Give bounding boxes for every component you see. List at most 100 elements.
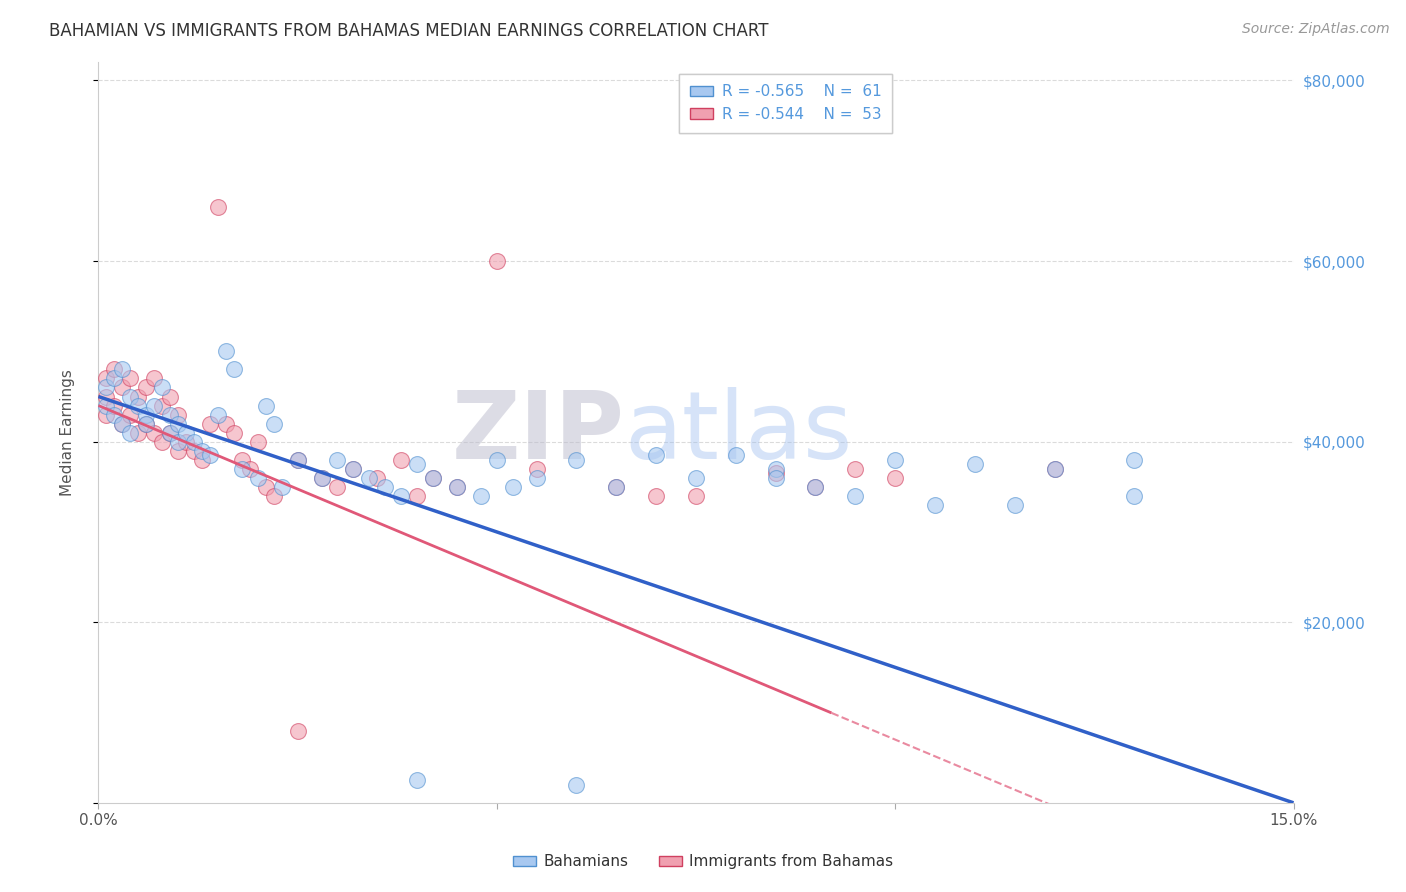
Point xyxy=(150,434,173,449)
Point xyxy=(120,425,142,440)
Point xyxy=(765,467,787,481)
Point xyxy=(167,443,190,458)
Legend: R = -0.565    N =  61, R = -0.544    N =  53: R = -0.565 N = 61, R = -0.544 N = 53 xyxy=(679,74,893,133)
Point xyxy=(183,443,205,458)
Point xyxy=(406,773,429,788)
Point xyxy=(159,408,181,422)
Point xyxy=(127,425,149,440)
Point xyxy=(287,452,309,467)
Point xyxy=(167,408,190,422)
Point xyxy=(406,489,429,503)
Point xyxy=(167,417,190,431)
Point xyxy=(111,362,134,376)
Point xyxy=(231,452,253,467)
Point xyxy=(287,723,309,738)
Point xyxy=(422,471,444,485)
Point xyxy=(470,489,492,503)
Point xyxy=(446,480,468,494)
Point xyxy=(565,778,588,792)
Point xyxy=(246,434,269,449)
Point xyxy=(685,471,707,485)
Point xyxy=(215,417,238,431)
Point xyxy=(215,344,238,359)
Point xyxy=(485,254,508,268)
Point xyxy=(502,480,524,494)
Point xyxy=(311,471,333,485)
Point xyxy=(135,417,157,431)
Point xyxy=(389,489,412,503)
Point xyxy=(645,489,668,503)
Point xyxy=(135,408,157,422)
Point xyxy=(342,461,364,475)
Point xyxy=(231,461,253,475)
Point xyxy=(111,417,134,431)
Point xyxy=(207,408,229,422)
Text: Source: ZipAtlas.com: Source: ZipAtlas.com xyxy=(1241,22,1389,37)
Text: BAHAMIAN VS IMMIGRANTS FROM BAHAMAS MEDIAN EARNINGS CORRELATION CHART: BAHAMIAN VS IMMIGRANTS FROM BAHAMAS MEDI… xyxy=(49,22,769,40)
Point xyxy=(246,471,269,485)
Point xyxy=(239,461,262,475)
Point xyxy=(222,425,245,440)
Point xyxy=(143,399,166,413)
Point xyxy=(924,498,946,512)
Point xyxy=(422,471,444,485)
Point xyxy=(844,489,866,503)
Point xyxy=(191,443,214,458)
Point xyxy=(963,457,986,471)
Point xyxy=(103,408,125,422)
Point xyxy=(804,480,827,494)
Point xyxy=(150,380,173,394)
Point xyxy=(143,425,166,440)
Point xyxy=(1123,452,1146,467)
Point xyxy=(174,434,197,449)
Point xyxy=(844,461,866,475)
Point xyxy=(406,457,429,471)
Point xyxy=(485,452,508,467)
Point xyxy=(526,461,548,475)
Point xyxy=(96,399,118,413)
Point xyxy=(254,480,277,494)
Point xyxy=(263,489,285,503)
Point xyxy=(724,448,747,462)
Point xyxy=(311,471,333,485)
Point xyxy=(207,200,229,214)
Point xyxy=(159,390,181,404)
Point xyxy=(111,380,134,394)
Point xyxy=(120,371,142,385)
Point xyxy=(174,425,197,440)
Point xyxy=(120,390,142,404)
Point xyxy=(159,425,181,440)
Point xyxy=(1043,461,1066,475)
Point xyxy=(765,461,787,475)
Point xyxy=(804,480,827,494)
Point xyxy=(183,434,205,449)
Point xyxy=(103,399,125,413)
Point xyxy=(167,434,190,449)
Text: atlas: atlas xyxy=(624,386,852,479)
Point xyxy=(159,425,181,440)
Point xyxy=(111,417,134,431)
Point xyxy=(645,448,668,462)
Point xyxy=(326,452,349,467)
Point xyxy=(222,362,245,376)
Point xyxy=(884,471,907,485)
Point xyxy=(287,452,309,467)
Point xyxy=(389,452,412,467)
Point xyxy=(765,471,787,485)
Point xyxy=(103,362,125,376)
Point xyxy=(150,399,173,413)
Legend: Bahamians, Immigrants from Bahamas: Bahamians, Immigrants from Bahamas xyxy=(506,848,900,875)
Point xyxy=(326,480,349,494)
Point xyxy=(605,480,627,494)
Point xyxy=(270,480,292,494)
Point xyxy=(135,417,157,431)
Point xyxy=(198,448,221,462)
Point xyxy=(135,380,157,394)
Text: ZIP: ZIP xyxy=(451,386,624,479)
Point xyxy=(685,489,707,503)
Point xyxy=(526,471,548,485)
Point xyxy=(366,471,388,485)
Point xyxy=(96,408,118,422)
Point xyxy=(143,371,166,385)
Point xyxy=(359,471,381,485)
